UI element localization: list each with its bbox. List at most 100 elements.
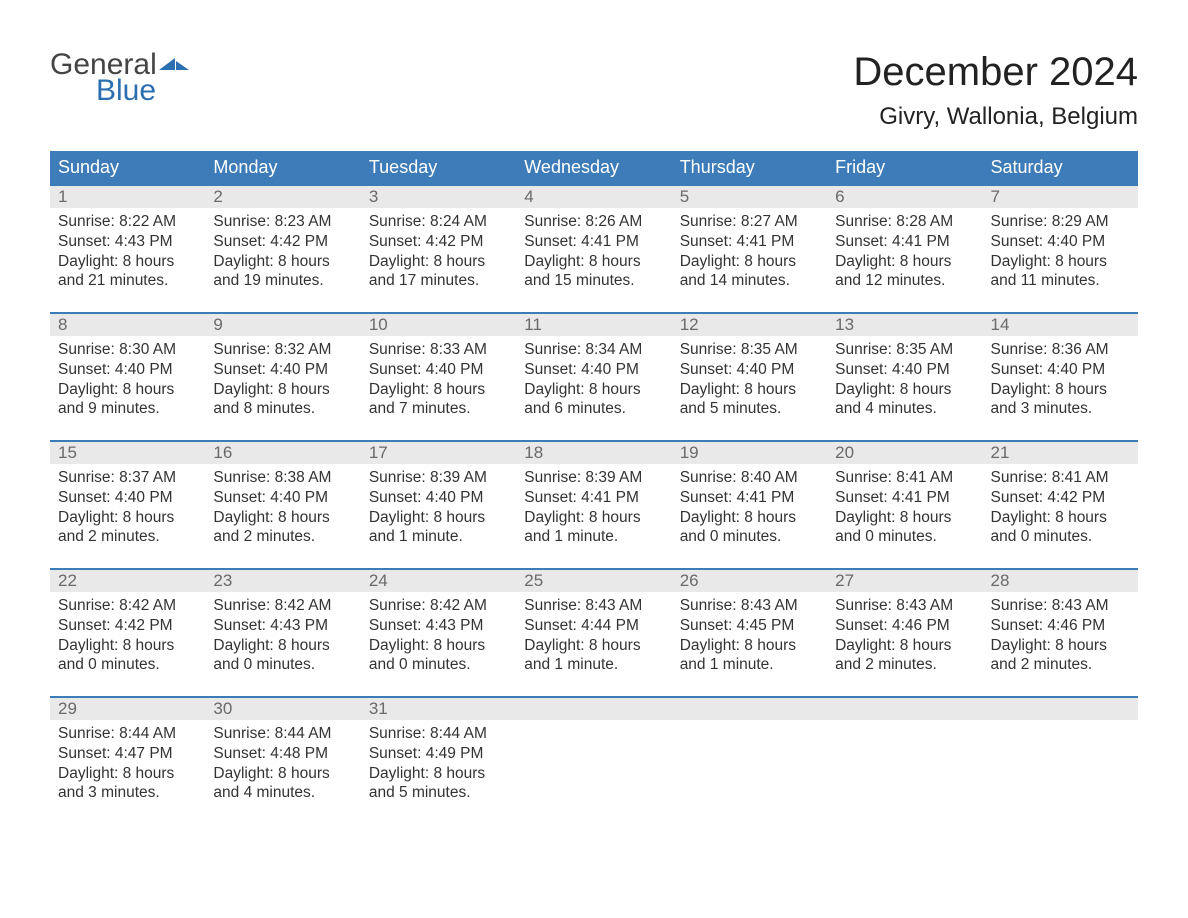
day-number: 20 [827,442,982,464]
sunset-text: Sunset: 4:43 PM [369,616,508,636]
day-cell: 24Sunrise: 8:42 AMSunset: 4:43 PMDayligh… [361,570,516,696]
daylight-line-1: Daylight: 8 hours [369,508,508,528]
day-number [672,698,827,720]
sunrise-text: Sunrise: 8:43 AM [524,596,663,616]
week-row: 1Sunrise: 8:22 AMSunset: 4:43 PMDaylight… [50,184,1138,312]
sunset-text: Sunset: 4:43 PM [58,232,197,252]
day-number [516,698,671,720]
sunrise-text: Sunrise: 8:23 AM [213,212,352,232]
day-cell: 20Sunrise: 8:41 AMSunset: 4:41 PMDayligh… [827,442,982,568]
day-cell: 8Sunrise: 8:30 AMSunset: 4:40 PMDaylight… [50,314,205,440]
day-cell: 15Sunrise: 8:37 AMSunset: 4:40 PMDayligh… [50,442,205,568]
day-cell: 4Sunrise: 8:26 AMSunset: 4:41 PMDaylight… [516,186,671,312]
daylight-line-1: Daylight: 8 hours [991,252,1130,272]
day-number: 31 [361,698,516,720]
daylight-line-2: and 12 minutes. [835,271,974,291]
day-content: Sunrise: 8:29 AMSunset: 4:40 PMDaylight:… [983,208,1138,291]
sunset-text: Sunset: 4:42 PM [369,232,508,252]
sunset-text: Sunset: 4:49 PM [369,744,508,764]
location: Givry, Wallonia, Belgium [853,103,1138,131]
sunrise-text: Sunrise: 8:43 AM [835,596,974,616]
day-content: Sunrise: 8:43 AMSunset: 4:46 PMDaylight:… [983,592,1138,675]
day-number: 10 [361,314,516,336]
sunrise-text: Sunrise: 8:28 AM [835,212,974,232]
day-content: Sunrise: 8:38 AMSunset: 4:40 PMDaylight:… [205,464,360,547]
daylight-line-1: Daylight: 8 hours [213,764,352,784]
day-cell: 19Sunrise: 8:40 AMSunset: 4:41 PMDayligh… [672,442,827,568]
day-number: 6 [827,186,982,208]
day-number: 24 [361,570,516,592]
day-content: Sunrise: 8:35 AMSunset: 4:40 PMDaylight:… [672,336,827,419]
daylight-line-2: and 2 minutes. [991,655,1130,675]
daylight-line-2: and 8 minutes. [213,399,352,419]
daylight-line-2: and 14 minutes. [680,271,819,291]
day-cell: 21Sunrise: 8:41 AMSunset: 4:42 PMDayligh… [983,442,1138,568]
daylight-line-1: Daylight: 8 hours [213,380,352,400]
day-cell [516,698,671,824]
daylight-line-1: Daylight: 8 hours [524,508,663,528]
sunset-text: Sunset: 4:41 PM [524,488,663,508]
day-cell: 28Sunrise: 8:43 AMSunset: 4:46 PMDayligh… [983,570,1138,696]
sunset-text: Sunset: 4:40 PM [369,488,508,508]
sunset-text: Sunset: 4:40 PM [991,232,1130,252]
daylight-line-1: Daylight: 8 hours [524,252,663,272]
day-content: Sunrise: 8:43 AMSunset: 4:44 PMDaylight:… [516,592,671,675]
sunset-text: Sunset: 4:40 PM [58,488,197,508]
day-cell: 29Sunrise: 8:44 AMSunset: 4:47 PMDayligh… [50,698,205,824]
sunrise-text: Sunrise: 8:35 AM [680,340,819,360]
daylight-line-2: and 5 minutes. [680,399,819,419]
sunset-text: Sunset: 4:44 PM [524,616,663,636]
day-cell: 22Sunrise: 8:42 AMSunset: 4:42 PMDayligh… [50,570,205,696]
daylight-line-1: Daylight: 8 hours [991,508,1130,528]
day-cell: 11Sunrise: 8:34 AMSunset: 4:40 PMDayligh… [516,314,671,440]
day-content: Sunrise: 8:41 AMSunset: 4:41 PMDaylight:… [827,464,982,547]
day-cell: 9Sunrise: 8:32 AMSunset: 4:40 PMDaylight… [205,314,360,440]
sunrise-text: Sunrise: 8:44 AM [369,724,508,744]
day-cell: 16Sunrise: 8:38 AMSunset: 4:40 PMDayligh… [205,442,360,568]
day-number: 7 [983,186,1138,208]
day-cell: 7Sunrise: 8:29 AMSunset: 4:40 PMDaylight… [983,186,1138,312]
daylight-line-2: and 6 minutes. [524,399,663,419]
sunset-text: Sunset: 4:40 PM [369,360,508,380]
day-number: 4 [516,186,671,208]
daylight-line-2: and 15 minutes. [524,271,663,291]
daylight-line-1: Daylight: 8 hours [835,252,974,272]
daylight-line-2: and 1 minute. [369,527,508,547]
sunset-text: Sunset: 4:42 PM [991,488,1130,508]
sunset-text: Sunset: 4:46 PM [991,616,1130,636]
daylight-line-1: Daylight: 8 hours [835,636,974,656]
sunrise-text: Sunrise: 8:36 AM [991,340,1130,360]
daylight-line-2: and 0 minutes. [58,655,197,675]
day-content: Sunrise: 8:44 AMSunset: 4:48 PMDaylight:… [205,720,360,803]
week-row: 29Sunrise: 8:44 AMSunset: 4:47 PMDayligh… [50,696,1138,824]
daylight-line-1: Daylight: 8 hours [680,380,819,400]
sunrise-text: Sunrise: 8:43 AM [991,596,1130,616]
day-number: 5 [672,186,827,208]
daylight-line-2: and 0 minutes. [680,527,819,547]
day-number: 28 [983,570,1138,592]
day-cell: 3Sunrise: 8:24 AMSunset: 4:42 PMDaylight… [361,186,516,312]
day-content: Sunrise: 8:28 AMSunset: 4:41 PMDaylight:… [827,208,982,291]
daylight-line-2: and 17 minutes. [369,271,508,291]
sunset-text: Sunset: 4:40 PM [524,360,663,380]
day-content: Sunrise: 8:42 AMSunset: 4:43 PMDaylight:… [361,592,516,675]
week-row: 8Sunrise: 8:30 AMSunset: 4:40 PMDaylight… [50,312,1138,440]
day-content: Sunrise: 8:43 AMSunset: 4:46 PMDaylight:… [827,592,982,675]
day-number: 29 [50,698,205,720]
daylight-line-1: Daylight: 8 hours [524,380,663,400]
dow-monday: Monday [205,151,360,184]
day-cell: 18Sunrise: 8:39 AMSunset: 4:41 PMDayligh… [516,442,671,568]
flag-icon [159,54,189,78]
logo-word-blue: Blue [96,76,189,106]
day-cell: 27Sunrise: 8:43 AMSunset: 4:46 PMDayligh… [827,570,982,696]
daylight-line-2: and 21 minutes. [58,271,197,291]
day-content: Sunrise: 8:34 AMSunset: 4:40 PMDaylight:… [516,336,671,419]
daylight-line-1: Daylight: 8 hours [369,764,508,784]
sunrise-text: Sunrise: 8:41 AM [991,468,1130,488]
sunrise-text: Sunrise: 8:32 AM [213,340,352,360]
dow-saturday: Saturday [983,151,1138,184]
sunrise-text: Sunrise: 8:24 AM [369,212,508,232]
sunset-text: Sunset: 4:40 PM [58,360,197,380]
sunrise-text: Sunrise: 8:26 AM [524,212,663,232]
day-of-week-header: Sunday Monday Tuesday Wednesday Thursday… [50,151,1138,184]
